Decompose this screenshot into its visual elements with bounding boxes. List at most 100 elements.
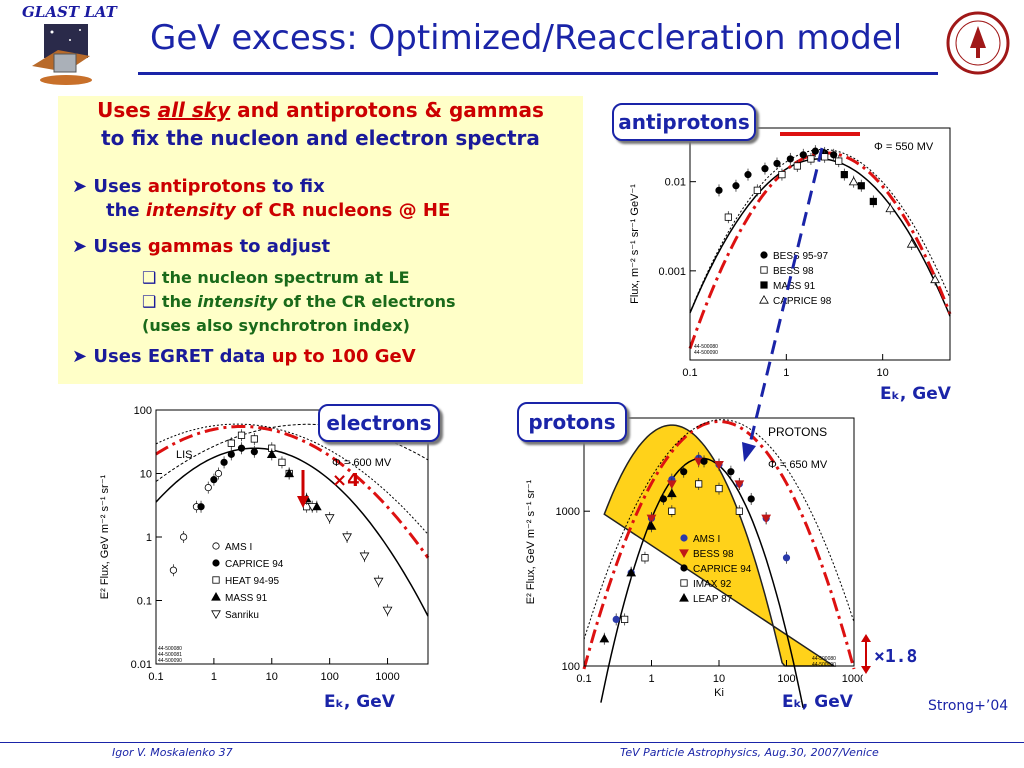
bullet-egret: ➤ Uses EGRET data up to 100 GeV xyxy=(72,346,416,367)
antiprotons-point-bess-98 xyxy=(753,186,761,194)
protons-point-imax-92 xyxy=(621,615,629,624)
antiprotons-point-bess-98 xyxy=(724,213,732,221)
electrons-point-sanriku xyxy=(307,503,318,512)
protons-model-curve-1 xyxy=(582,419,856,670)
electrons-point-caprice-94 xyxy=(220,458,228,466)
electrons-point-heat-94-95 xyxy=(250,435,258,443)
ek-label-antiprotons: Eₖ, GeV xyxy=(880,384,951,404)
protons-xtick-label: 1000 xyxy=(842,673,863,685)
protons-legend-marker xyxy=(679,592,689,602)
electrons-ytick-label: 10 xyxy=(140,469,152,481)
electrons-legend-marker xyxy=(211,610,221,620)
antiprotons-point-caprice-98 xyxy=(906,238,917,248)
tag-antiprotons: antiprotons xyxy=(612,103,756,141)
protons-point-ams-i xyxy=(612,615,620,624)
electrons-ylabel: E² Flux, GeV m⁻² s⁻¹ sr⁻¹ xyxy=(99,474,111,599)
tag-electrons: electrons xyxy=(318,404,440,442)
protons-point-imax-92 xyxy=(641,554,649,562)
protons-xtick-label: 10 xyxy=(713,673,725,685)
electrons-legend-marker xyxy=(212,542,220,550)
protons-point-leap-87 xyxy=(666,488,677,498)
protons-legend-label: BESS 98 xyxy=(693,549,734,560)
electrons-code: 44-500090 xyxy=(158,658,182,664)
electrons-lis-label: LIS xyxy=(176,449,193,461)
antiprotons-point-bess-95-97 xyxy=(811,147,819,155)
stanford-seal xyxy=(946,11,1010,75)
ek-label-protons: Eₖ, GeV xyxy=(782,692,853,712)
protons-point-caprice-94 xyxy=(659,495,667,503)
electrons-ytick-label: 100 xyxy=(134,405,152,417)
protons-point-bess-98 xyxy=(646,514,657,524)
antiprotons-ytick-label: 0.01 xyxy=(665,177,686,189)
antiprotons-ytick-label: 0.001 xyxy=(658,266,686,278)
electrons-ytick-label: 1 xyxy=(146,532,152,544)
protons-ytick-label: 1000 xyxy=(556,506,580,518)
protons-point-leap-87 xyxy=(626,567,637,577)
antiprotons-point-bess-95-97 xyxy=(799,151,807,159)
protons-plot: 0.1 1 10 100 1000 100 1000 E² Flux, GeV m⁻² s⁻¹… xyxy=(525,417,863,708)
electrons-model-curve-3 xyxy=(155,423,429,535)
electrons-point-caprice-94 xyxy=(237,444,246,452)
antiprotons-frame xyxy=(689,127,951,361)
protons-point-ams-i xyxy=(782,554,791,562)
ek-label-electrons: Eₖ, GeV xyxy=(324,692,395,712)
antiprotons-model-curve-2 xyxy=(688,151,952,350)
factor-x18: ×1.8 xyxy=(874,646,918,667)
protons-point-bess-98 xyxy=(761,514,772,524)
protons-model-curve-2 xyxy=(583,419,855,640)
protons-point-leap-87 xyxy=(646,521,657,530)
credit-strong04: Strong+’04 xyxy=(928,698,1009,714)
antiprotons-legend-marker xyxy=(760,281,768,289)
protons-point-caprice-94 xyxy=(747,495,755,503)
sub-bullet-electrons: ❑ the intensity of the CR electrons xyxy=(142,292,456,311)
antiprotons-point-caprice-98 xyxy=(930,274,940,284)
antiprotons-ylabel: Flux, m⁻² s⁻¹ sr⁻¹ GeV⁻¹ xyxy=(629,184,641,304)
antiprotons-code: 44-500090 xyxy=(694,350,718,356)
protons-point-bess-98 xyxy=(714,460,724,470)
antiprotons-legend-marker xyxy=(760,251,768,259)
protons-legend-marker xyxy=(680,534,688,542)
protons-legend-label: IMAX 92 xyxy=(693,579,732,590)
electrons-point-ams-i xyxy=(169,566,178,574)
arrow-head xyxy=(742,442,756,462)
protons-code: 44-500080 xyxy=(812,656,836,662)
electrons-legend-marker xyxy=(212,559,220,567)
antiprotons-xtick-label: 0.1 xyxy=(682,367,697,379)
protons-point-caprice-94 xyxy=(680,468,688,476)
electrons-xtick-label: 1000 xyxy=(375,671,399,683)
protons-legend-marker xyxy=(679,549,689,559)
protons-legend-marker xyxy=(680,579,688,587)
electrons-phi-label: Φ = 600 MV xyxy=(332,457,392,469)
antiprotons-point-bess-95-97 xyxy=(786,155,794,163)
glast-satellite-logo xyxy=(32,24,92,85)
protons-xtick-label: 100 xyxy=(777,673,795,685)
electrons-xtick-label: 0.1 xyxy=(148,671,163,683)
electrons-legend-marker xyxy=(211,591,221,601)
glast-lat-logo-text: GLAST LAT xyxy=(22,3,117,21)
electrons-legend-label: HEAT 94-95 xyxy=(225,576,280,587)
protons-point-imax-92 xyxy=(715,484,723,493)
protons-point-caprice-94 xyxy=(727,468,735,476)
electrons-point-sanriku xyxy=(382,606,393,616)
protons-point-imax-92 xyxy=(668,507,676,515)
antiprotons-point-bess-95-97 xyxy=(761,165,769,173)
electrons-ytick-label: 0.1 xyxy=(137,596,152,608)
antiprotons-point-bess-95-97 xyxy=(830,151,838,159)
antiprotons-point-bess-98 xyxy=(835,157,843,165)
electrons-point-sanriku xyxy=(373,577,384,587)
protons-legend-label: LEAP 87 xyxy=(693,594,733,605)
antiprotons-point-bess-98 xyxy=(793,162,801,170)
electrons-point-mass-91 xyxy=(284,468,295,478)
summary-box: Uses all sky and antiprotons & gammas to… xyxy=(58,96,583,384)
electrons-model-curve-2 xyxy=(155,425,430,559)
antiprotons-legend-label: CAPRICE 98 xyxy=(773,296,832,307)
dashed-link-arrow xyxy=(746,147,824,453)
protons-point-caprice-94 xyxy=(700,457,708,465)
protons-chart: 0.1 1 10 100 1000 100 1000 E² Flux, GeV m⁻² s⁻¹… xyxy=(525,417,863,708)
bullet-antiprotons: ➤ Uses antiprotons to fix xyxy=(72,176,325,197)
title-underline xyxy=(138,72,938,75)
antiprotons-point-bess-98 xyxy=(821,153,829,161)
box-header-line2: to fix the nucleon and electron spectra xyxy=(101,126,540,150)
factor-x4: ×4 xyxy=(332,470,360,491)
